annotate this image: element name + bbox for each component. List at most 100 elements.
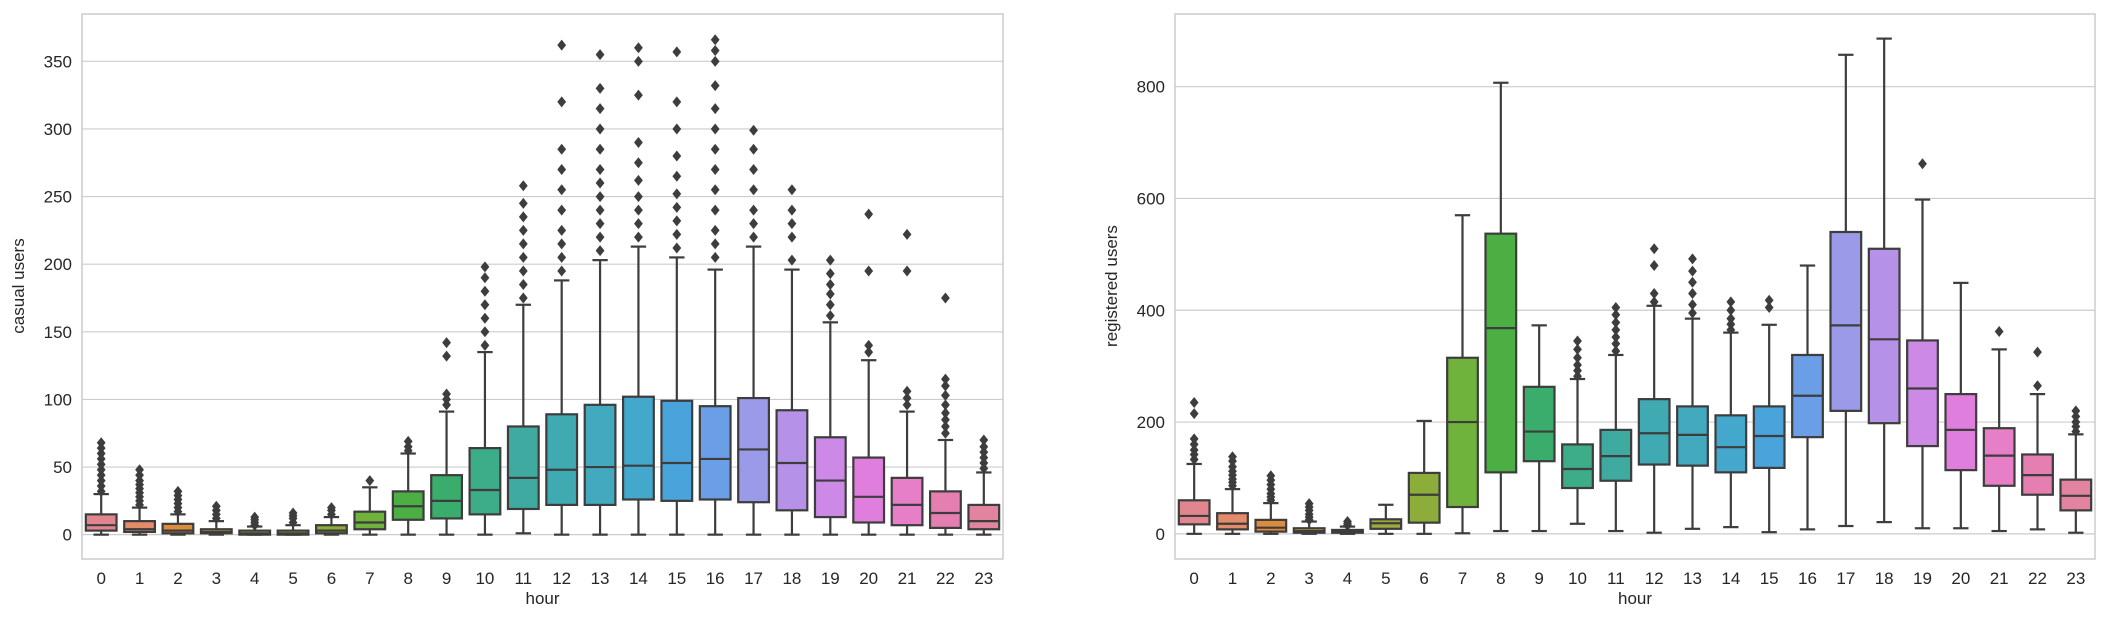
x-tick-label: 16 bbox=[1798, 569, 1817, 588]
outlier-point bbox=[710, 55, 720, 67]
box-hour-0 bbox=[1177, 396, 1211, 535]
box-hour-14 bbox=[1714, 296, 1748, 529]
outlier-point bbox=[1688, 276, 1697, 288]
outlier-point bbox=[480, 339, 490, 351]
outlier-point bbox=[557, 39, 567, 51]
outlier-point bbox=[749, 218, 758, 230]
outlier-point bbox=[941, 420, 950, 432]
outlier-point bbox=[518, 292, 528, 304]
box-hour-6 bbox=[1407, 419, 1441, 535]
box-hour-3 bbox=[1292, 498, 1326, 535]
y-tick-label: 0 bbox=[1156, 525, 1165, 544]
x-tick-label: 5 bbox=[288, 569, 297, 588]
x-tick-label: 7 bbox=[1458, 569, 1467, 588]
x-tick-label: 12 bbox=[1645, 569, 1664, 588]
outlier-point bbox=[2033, 380, 2042, 392]
box-hour-19 bbox=[1906, 158, 1939, 530]
outlier-point bbox=[595, 231, 605, 243]
y-tick-label: 600 bbox=[1137, 189, 1165, 208]
outlier-point bbox=[480, 299, 490, 311]
outlier-point bbox=[1726, 313, 1736, 325]
outlier-point bbox=[710, 164, 720, 176]
outlier-point bbox=[634, 204, 643, 216]
outlier-point bbox=[1726, 318, 1736, 330]
outlier-point bbox=[1304, 498, 1314, 510]
x-tick-label: 4 bbox=[1343, 569, 1352, 588]
outlier-point bbox=[2071, 405, 2081, 417]
outlier-point bbox=[634, 218, 643, 230]
outlier-point bbox=[1649, 260, 1659, 272]
x-tick-label: 22 bbox=[936, 569, 955, 588]
box-body bbox=[967, 503, 1001, 531]
outlier-point bbox=[1189, 396, 1199, 408]
y-tick-label: 50 bbox=[53, 458, 72, 477]
x-tick-label: 22 bbox=[2028, 569, 2047, 588]
outlier-point bbox=[902, 392, 912, 404]
y-tick-label: 400 bbox=[1137, 301, 1165, 320]
y-tick-label: 100 bbox=[44, 390, 72, 409]
outlier-point bbox=[518, 180, 528, 192]
outlier-point bbox=[634, 136, 643, 148]
outlier-point bbox=[96, 437, 106, 449]
outlier-point bbox=[1726, 324, 1736, 336]
y-axis-title: casual users bbox=[9, 238, 28, 333]
outlier-point bbox=[864, 208, 874, 220]
box-hour-12 bbox=[545, 39, 579, 536]
outlier-point bbox=[250, 511, 260, 523]
outlier-point bbox=[1573, 335, 1582, 347]
x-tick-label: 14 bbox=[629, 569, 648, 588]
box-body bbox=[1867, 247, 1901, 425]
outlier-point bbox=[595, 82, 605, 94]
outlier-point bbox=[941, 427, 950, 439]
box-body bbox=[1829, 230, 1863, 412]
outlier-point bbox=[135, 464, 144, 476]
y-tick-label: 200 bbox=[1137, 413, 1165, 432]
outlier-point bbox=[1688, 265, 1697, 277]
box-body bbox=[1561, 443, 1594, 490]
box-body bbox=[161, 522, 195, 535]
box-hour-11 bbox=[506, 180, 540, 535]
x-axis-title: hour bbox=[1618, 589, 1652, 608]
outlier-point bbox=[1611, 345, 1621, 357]
x-tick-label: 4 bbox=[250, 569, 259, 588]
outlier-point bbox=[557, 184, 567, 196]
x-tick-label: 15 bbox=[1760, 569, 1779, 588]
y-tick-label: 200 bbox=[44, 255, 72, 274]
box-body bbox=[123, 520, 157, 534]
outlier-point bbox=[710, 251, 720, 263]
box-body bbox=[1522, 385, 1556, 463]
outlier-point bbox=[595, 191, 605, 203]
box-body bbox=[775, 409, 809, 512]
x-tick-label: 19 bbox=[821, 569, 840, 588]
outlier-point bbox=[710, 45, 720, 57]
x-tick-label: 6 bbox=[1419, 569, 1428, 588]
box-hour-5 bbox=[276, 507, 310, 536]
box-hour-7 bbox=[1446, 214, 1479, 535]
x-tick-label: 6 bbox=[327, 569, 336, 588]
outlier-point bbox=[902, 385, 912, 397]
outlier-point bbox=[902, 399, 912, 411]
x-tick-label: 8 bbox=[1496, 569, 1505, 588]
outlier-point bbox=[634, 174, 643, 186]
box-hour-15 bbox=[660, 46, 694, 536]
outlier-point bbox=[710, 80, 720, 92]
outlier-point bbox=[902, 228, 912, 240]
outlier-point bbox=[1688, 287, 1697, 299]
x-tick-label: 16 bbox=[706, 569, 725, 588]
x-tick-label: 17 bbox=[1836, 569, 1855, 588]
outlier-point bbox=[595, 218, 605, 230]
x-axis-title: hour bbox=[525, 589, 559, 608]
outlier-point bbox=[1573, 359, 1582, 371]
outlier-point bbox=[787, 184, 797, 196]
outlier-point bbox=[595, 103, 605, 115]
x-tick-label: 1 bbox=[1228, 569, 1237, 588]
outlier-point bbox=[672, 188, 682, 200]
outlier-point bbox=[2033, 346, 2042, 358]
x-tick-label: 3 bbox=[1304, 569, 1313, 588]
outlier-point bbox=[672, 170, 682, 182]
box-body bbox=[852, 456, 886, 524]
outlier-point bbox=[480, 312, 490, 324]
outlier-point bbox=[595, 123, 605, 135]
x-tick-label: 11 bbox=[514, 569, 532, 588]
